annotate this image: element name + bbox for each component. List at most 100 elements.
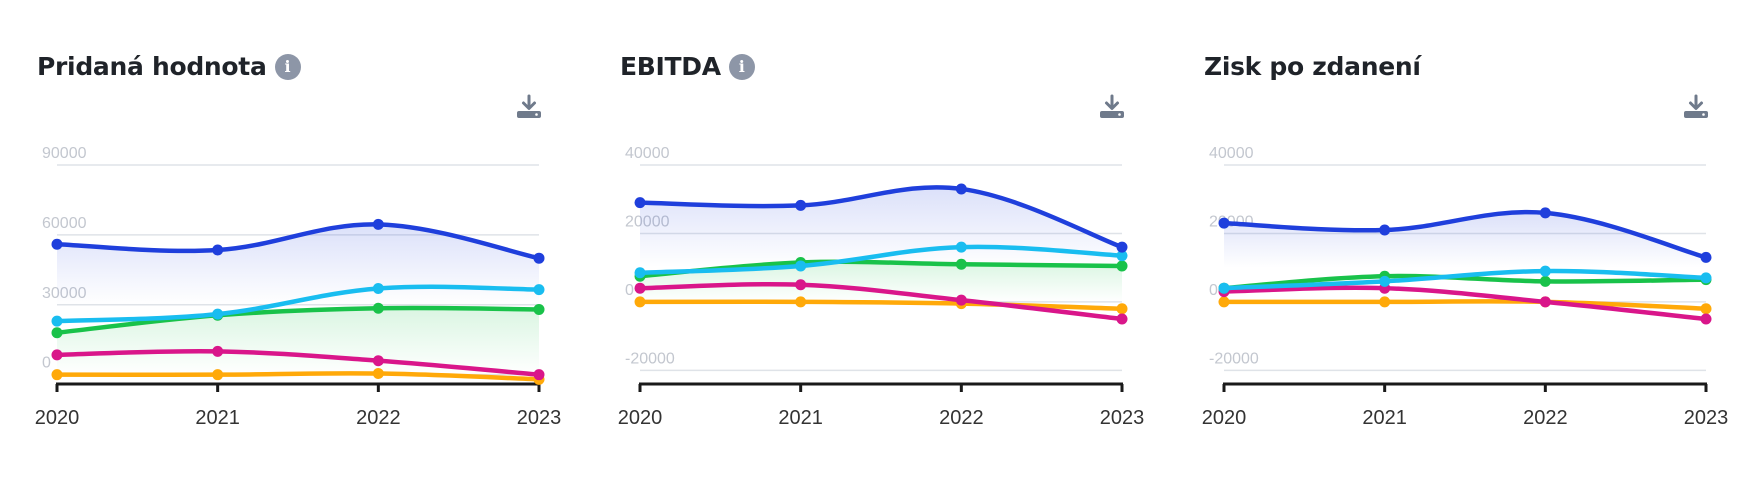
x-tick-label: 2023 <box>1684 407 1729 429</box>
data-point-blue <box>1218 217 1230 229</box>
data-point-orange <box>372 368 384 380</box>
chart-title: Pridaná hodnota <box>37 52 267 81</box>
data-point-green <box>955 258 967 270</box>
chart-svg: 03000060000900002020202120222023 <box>35 145 562 429</box>
series-line-cyan <box>54 284 542 324</box>
panel-header: Pridaná hodnota i <box>37 52 301 81</box>
data-point-magenta <box>955 294 967 306</box>
series-line-magenta <box>637 281 1125 322</box>
series-area-blue <box>57 224 539 305</box>
data-point-magenta <box>795 279 807 291</box>
x-tick-label: 2023 <box>1100 407 1145 429</box>
x-tick-label: 2021 <box>778 407 823 429</box>
data-point-orange <box>1379 296 1391 308</box>
data-point-magenta <box>533 369 545 381</box>
series-line-cyan <box>637 244 1125 276</box>
data-point-magenta <box>1539 296 1551 308</box>
data-point-blue <box>955 183 967 195</box>
panel-header: Zisk po zdanení <box>1204 52 1421 81</box>
x-tick-label: 2020 <box>35 407 80 429</box>
data-point-orange <box>1700 303 1712 315</box>
data-point-blue <box>372 218 384 230</box>
data-point-cyan <box>1539 265 1551 277</box>
series-line-blue <box>1221 209 1709 260</box>
data-point-cyan <box>955 241 967 253</box>
x-tick-label: 2020 <box>618 407 663 429</box>
y-tick-label: 40000 <box>1209 145 1254 162</box>
series-line-blue <box>637 185 1125 250</box>
data-point-blue <box>1700 251 1712 263</box>
x-tick-label: 2021 <box>195 407 240 429</box>
y-tick-label: 0 <box>625 282 634 299</box>
data-point-cyan <box>212 308 224 320</box>
chart-title: Zisk po zdanení <box>1204 52 1421 81</box>
info-icon[interactable]: i <box>728 53 755 80</box>
series-line-magenta <box>1221 285 1709 322</box>
data-point-green <box>1116 260 1128 272</box>
data-point-orange <box>1116 303 1128 315</box>
series-line-orange <box>54 371 542 382</box>
data-point-magenta <box>1116 313 1128 325</box>
series-line-green <box>1221 273 1709 291</box>
panel-header: EBITDA i <box>620 52 755 81</box>
y-tick-label: 90000 <box>42 145 87 162</box>
data-point-orange <box>1218 296 1230 308</box>
series-area-green <box>57 307 539 375</box>
data-point-blue <box>533 252 545 264</box>
data-point-green <box>51 327 63 339</box>
x-tick-label: 2023 <box>517 407 562 429</box>
y-tick-label: -20000 <box>625 350 675 367</box>
data-point-orange <box>212 369 224 381</box>
y-tick-label: 60000 <box>42 215 87 232</box>
chart-title: EBITDA <box>620 52 721 81</box>
series-line-blue <box>54 222 542 261</box>
x-tick-label: 2022 <box>939 407 984 429</box>
data-point-magenta <box>372 355 384 367</box>
series-area-green <box>640 261 1122 302</box>
data-point-green <box>1539 275 1551 287</box>
data-point-cyan <box>634 267 646 279</box>
panel-zisk-po-zdaneni: Zisk po zdanení -20000 0 20000 40000 2020 202… <box>1167 0 1729 488</box>
data-point-cyan <box>51 315 63 327</box>
data-point-cyan <box>372 282 384 294</box>
download-icon[interactable] <box>516 94 542 120</box>
series-line-magenta <box>54 348 542 377</box>
data-point-cyan <box>1116 250 1128 262</box>
data-point-magenta <box>212 345 224 357</box>
y-tick-label: -20000 <box>1209 350 1259 367</box>
x-tick-label: 2020 <box>1202 407 1247 429</box>
series-line-green <box>54 305 542 335</box>
data-point-magenta <box>51 349 63 361</box>
download-icon[interactable] <box>1683 94 1709 120</box>
y-tick-label: 40000 <box>625 145 670 162</box>
data-point-green <box>533 303 545 315</box>
data-point-blue <box>1379 224 1391 236</box>
data-point-orange <box>795 296 807 308</box>
x-tick-label: 2021 <box>1362 407 1407 429</box>
x-tick-label: 2022 <box>1523 407 1568 429</box>
panel-pridana-hodnota: Pridaná hodnota i 0300006000090000202020… <box>0 0 562 488</box>
data-point-orange <box>51 369 63 381</box>
x-tick-label: 2022 <box>356 407 401 429</box>
data-point-cyan <box>533 284 545 296</box>
data-point-blue <box>1539 207 1551 219</box>
series-line-cyan <box>1221 268 1709 291</box>
info-icon[interactable]: i <box>274 53 301 80</box>
series-line-orange <box>637 299 1125 311</box>
data-point-blue <box>1116 241 1128 253</box>
data-point-magenta <box>1700 313 1712 325</box>
data-point-cyan <box>795 260 807 272</box>
series-line-orange <box>1221 299 1709 311</box>
y-tick-label: 0 <box>1209 282 1218 299</box>
data-point-orange <box>634 296 646 308</box>
data-point-magenta <box>634 282 646 294</box>
panel-ebitda: EBITDA i -200000200004000020202021202220… <box>583 0 1145 488</box>
data-point-blue <box>795 199 807 211</box>
data-point-blue <box>212 244 224 256</box>
y-tick-label: 0 <box>42 355 51 372</box>
series-area-blue <box>1224 212 1706 268</box>
download-icon[interactable] <box>1099 94 1125 120</box>
data-point-blue <box>634 197 646 209</box>
